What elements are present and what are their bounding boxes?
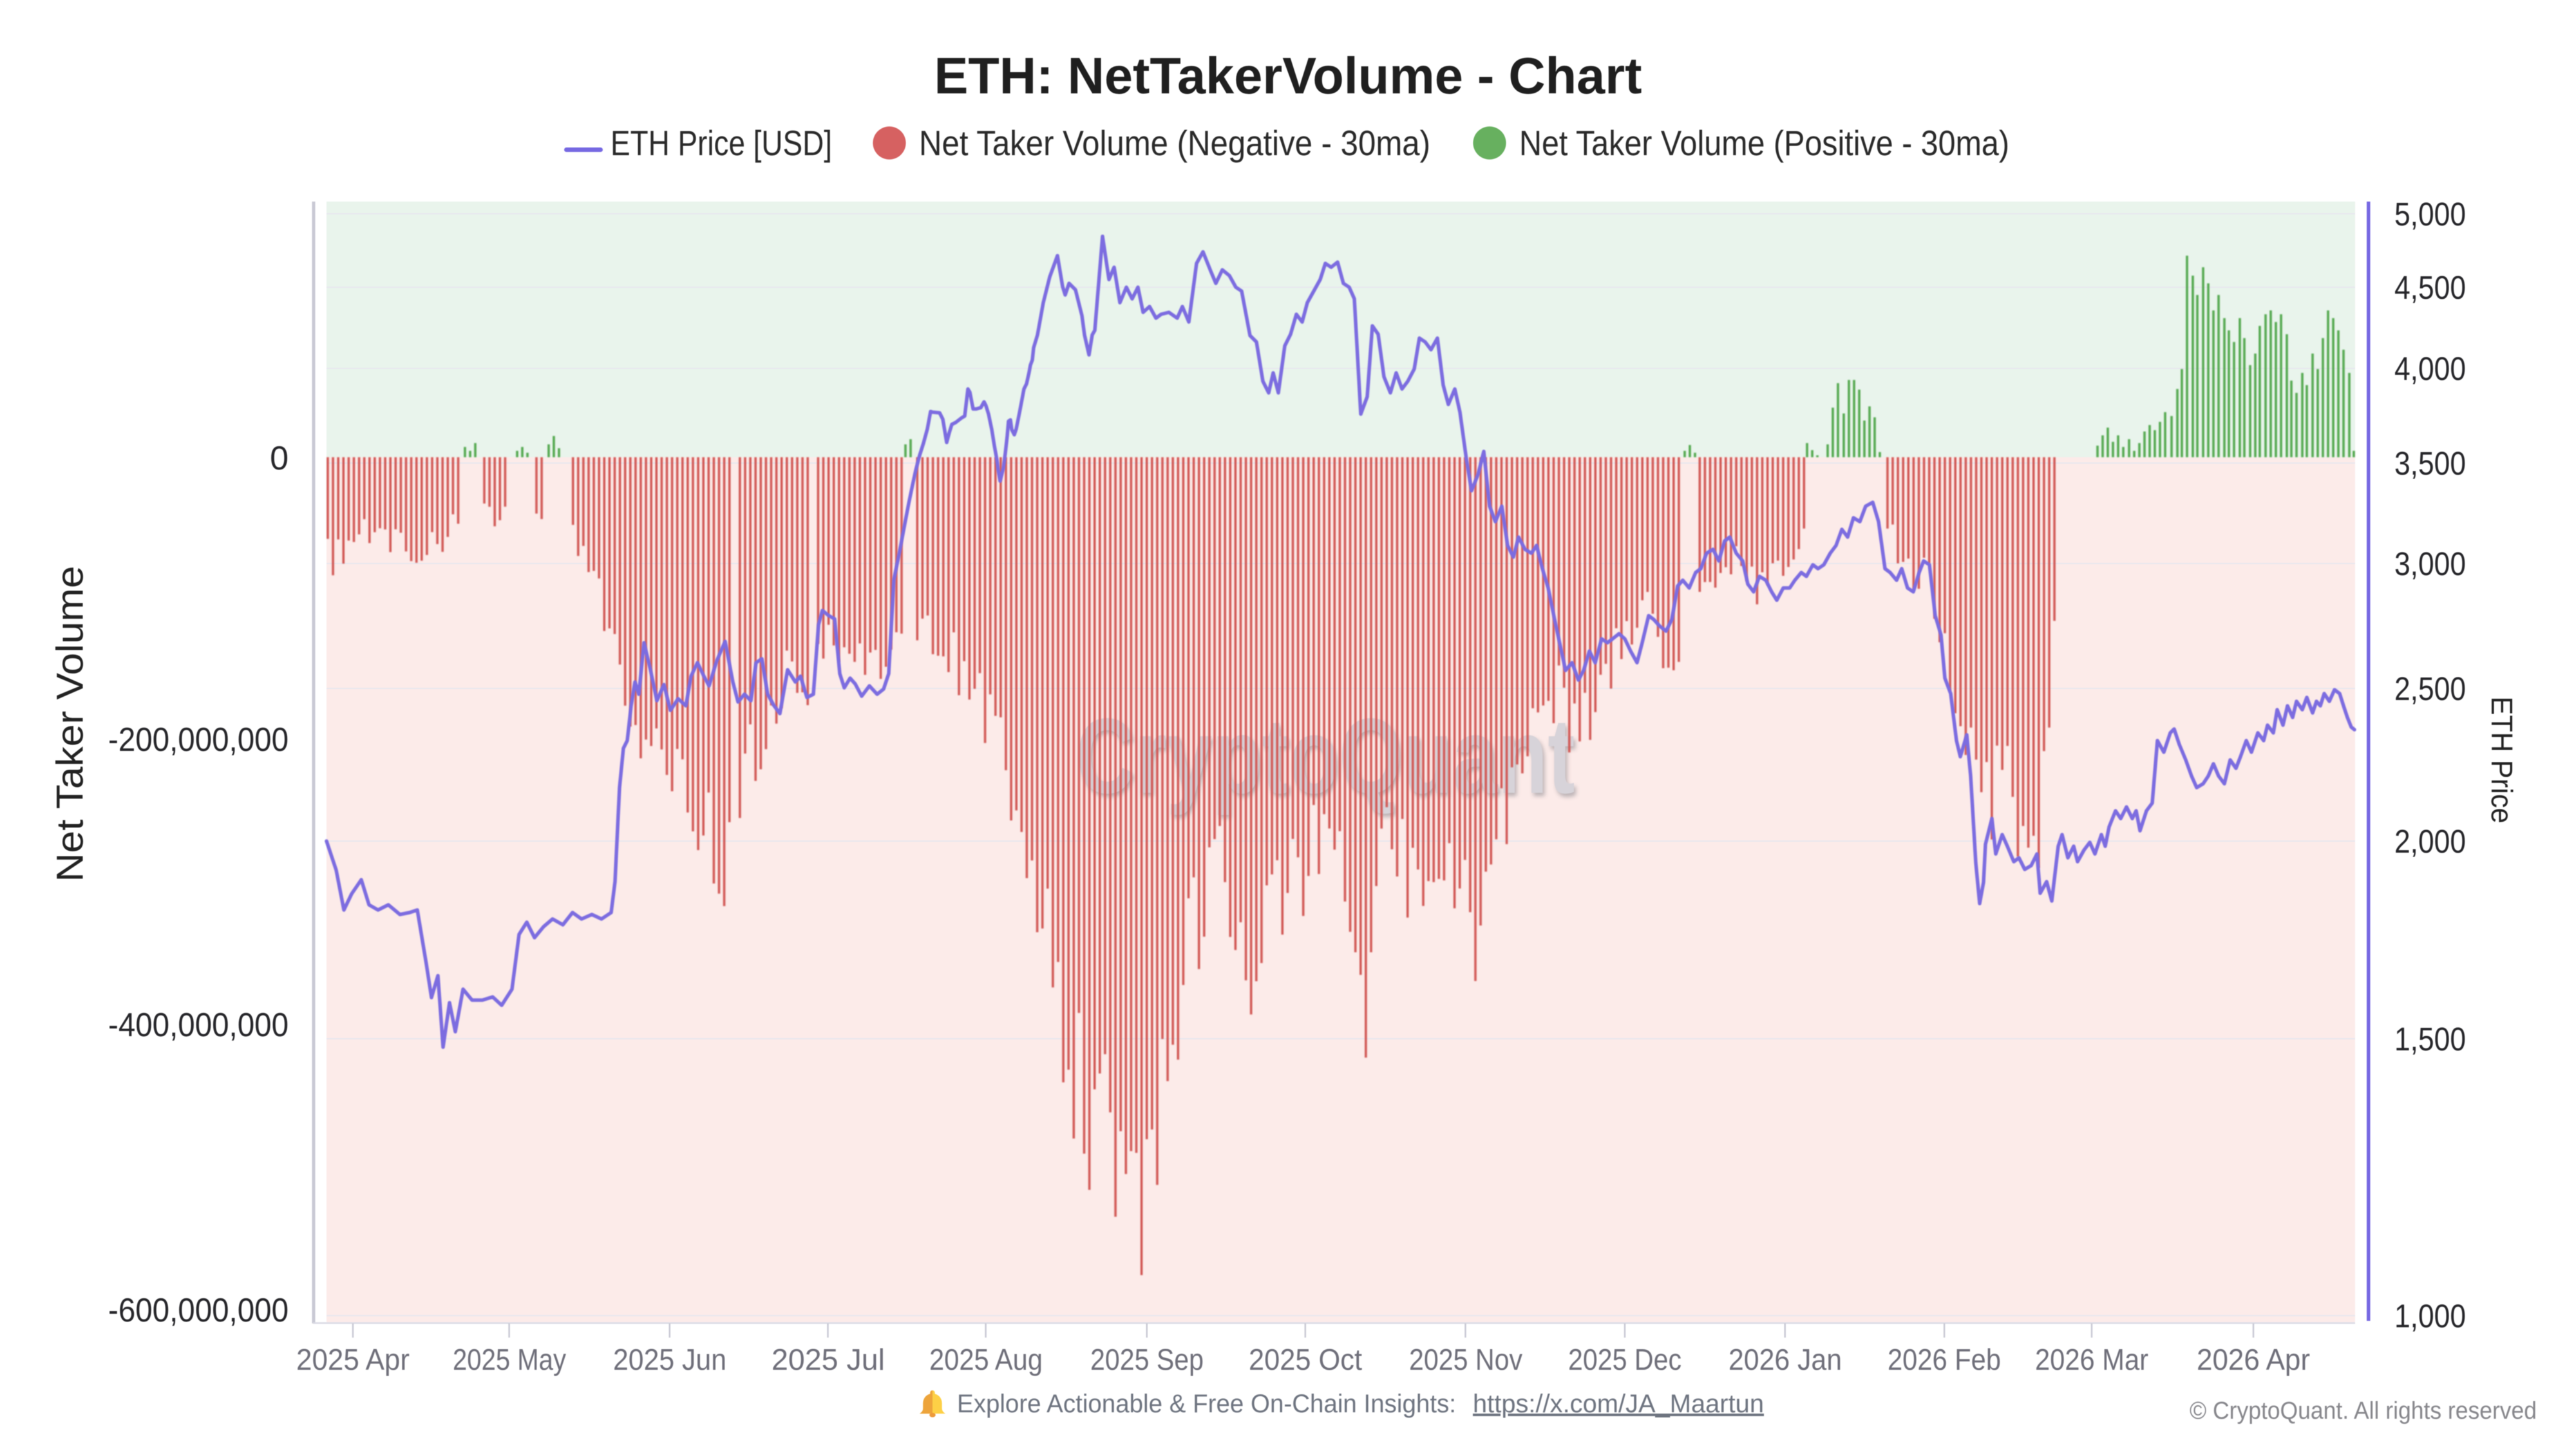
svg-text:2026 Feb: 2026 Feb <box>1888 1343 2001 1376</box>
svg-text:1,000: 1,000 <box>2394 1298 2466 1334</box>
svg-text:5,000: 5,000 <box>2394 196 2466 232</box>
svg-text:2025 Nov: 2025 Nov <box>1409 1343 1522 1376</box>
svg-text:2025 Aug: 2025 Aug <box>929 1343 1043 1376</box>
svg-text:2025 Dec: 2025 Dec <box>1568 1343 1681 1376</box>
svg-text:2025 Jul: 2025 Jul <box>772 1343 885 1376</box>
svg-text:2025 Apr: 2025 Apr <box>296 1343 410 1376</box>
svg-text:Explore Actionable & Free On-C: Explore Actionable & Free On-Chain Insig… <box>957 1390 1456 1418</box>
svg-text:-400,000,000: -400,000,000 <box>108 1007 289 1044</box>
svg-text:Net Taker Volume: Net Taker Volume <box>49 566 91 882</box>
svg-text:2026 Apr: 2026 Apr <box>2197 1343 2310 1376</box>
svg-text:2,000: 2,000 <box>2394 823 2466 860</box>
svg-text:CryptoQuant: CryptoQuant <box>1076 697 1575 816</box>
svg-text:2025 Sep: 2025 Sep <box>1090 1343 1204 1376</box>
svg-text:ETH Price [USD]: ETH Price [USD] <box>611 123 832 163</box>
svg-text:3,500: 3,500 <box>2394 445 2466 482</box>
svg-text:2025 Oct: 2025 Oct <box>1249 1343 1362 1376</box>
svg-text:© CryptoQuant. All rights rese: © CryptoQuant. All rights reserved <box>2190 1397 2537 1425</box>
svg-text:ETH: NetTakerVolume - Chart: ETH: NetTakerVolume - Chart <box>934 47 1642 104</box>
svg-text:1,500: 1,500 <box>2394 1021 2466 1057</box>
svg-text:ETH Price: ETH Price <box>2485 697 2519 824</box>
svg-text:2026 Jan: 2026 Jan <box>1728 1343 1842 1376</box>
svg-text:Net Taker Volume (Negative - 3: Net Taker Volume (Negative - 30ma) <box>919 123 1430 163</box>
svg-text:3,000: 3,000 <box>2394 545 2466 582</box>
svg-text:0: 0 <box>270 440 289 477</box>
svg-text:2026 Mar: 2026 Mar <box>2035 1343 2148 1376</box>
svg-text:2025 May: 2025 May <box>453 1343 566 1376</box>
svg-text:4,500: 4,500 <box>2394 269 2466 306</box>
svg-text:2,500: 2,500 <box>2394 670 2466 707</box>
svg-text:https://x.com/JA_Maartun: https://x.com/JA_Maartun <box>1473 1390 1764 1418</box>
svg-text:-200,000,000: -200,000,000 <box>108 721 289 759</box>
svg-text:Net Taker Volume (Positive - 3: Net Taker Volume (Positive - 30ma) <box>1519 123 2009 163</box>
svg-text:4,000: 4,000 <box>2394 350 2466 387</box>
svg-text:-600,000,000: -600,000,000 <box>108 1292 289 1329</box>
svg-text:2025 Jun: 2025 Jun <box>613 1343 726 1376</box>
